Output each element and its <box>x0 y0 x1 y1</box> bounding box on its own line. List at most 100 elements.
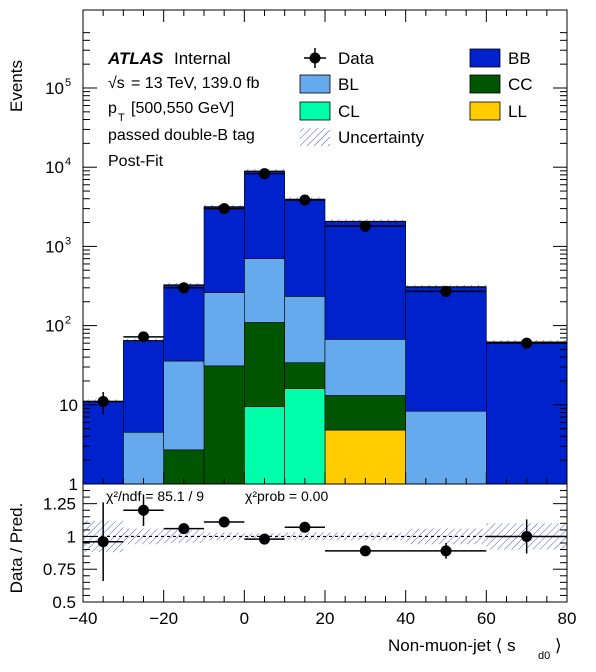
bar-cl-bin-4 <box>244 406 285 485</box>
data-points <box>83 168 567 415</box>
bar-bb-bin-0 <box>82 401 124 485</box>
legend-item-cc: CC <box>469 74 533 94</box>
data-point-7 <box>440 285 452 297</box>
legend: Data BB BL CC CL LL Uncertainty <box>299 48 533 147</box>
ratio-point-8 <box>521 530 533 542</box>
ratio-y-tick-label-3: 1.25 <box>43 495 76 514</box>
bar-cc-bin-5 <box>284 362 326 389</box>
energy-label: = 13 TeV, 139.0 fb <box>131 75 260 92</box>
bar-bl-bin-5 <box>284 296 326 364</box>
fit-label: Post-Fit <box>108 153 164 170</box>
ratio-point-3 <box>218 516 230 528</box>
bar-bl-bin-7 <box>405 410 487 485</box>
ratio-y-tick-label-2: 1 <box>67 527 76 546</box>
bar-cc-bin-6 <box>324 395 406 431</box>
xlabel-sub: d0 <box>538 650 550 662</box>
legend-label-uncertainty: Uncertainty <box>338 128 424 147</box>
bar-bb-bin-7 <box>405 286 487 412</box>
pt-range: [500,550 GeV] <box>131 100 234 117</box>
bar-bb-bin-8 <box>486 341 568 485</box>
legend-item-data: Data <box>304 48 374 68</box>
legend-label-data: Data <box>338 49 374 68</box>
ratio-point-6 <box>359 545 371 557</box>
y-tick-label-1: 10 <box>59 396 78 415</box>
stacked-histogram <box>82 169 568 485</box>
bar-bl-bin-4 <box>244 258 285 323</box>
legend-item-ll: LL <box>469 101 527 121</box>
bar-bb-bin-2 <box>163 284 205 362</box>
y-tick-exp-5: 5 <box>65 77 71 89</box>
ratio-point-7 <box>440 545 452 557</box>
ratio-band-bin-7 <box>405 528 487 545</box>
bar-ll-bin-6 <box>324 429 406 485</box>
x-tick-label-2: 0 <box>240 609 249 628</box>
bar-bl-bin-1 <box>123 431 164 485</box>
data-point-6 <box>359 220 371 232</box>
legend-item-bl: BL <box>299 74 359 94</box>
data-point-4 <box>259 168 270 180</box>
internal-label: Internal <box>174 49 231 68</box>
bar-bb-bin-4 <box>244 170 285 259</box>
bar-bb-bin-6 <box>324 221 406 340</box>
bar-cc-bin-3 <box>203 365 245 485</box>
ratio-x-axis: −40 −20 0 20 40 60 80 <box>69 590 577 628</box>
bar-bb-bin-1 <box>123 340 164 433</box>
y-tick-exp-3: 3 <box>65 235 71 247</box>
legend-swatch-ll <box>469 101 501 121</box>
y-tick-exp-2: 2 <box>65 315 71 327</box>
xlabel-main: Non-muon-jet ⟨ s <box>388 636 516 655</box>
legend-label-cc: CC <box>508 75 533 94</box>
legend-label-bb: BB <box>508 49 531 68</box>
data-point-5 <box>299 194 311 206</box>
main-ylabel: Events <box>7 60 26 112</box>
chi2-label: χ²/ndf = 85.1 / 9 <box>106 488 204 504</box>
data-point-3 <box>218 203 230 215</box>
ratio-points <box>83 494 567 582</box>
y-tick-label-5: 10 <box>45 79 64 98</box>
legend-swatch-cc <box>469 74 501 94</box>
x-tick-label-4: 40 <box>396 609 415 628</box>
bar-bl-bin-3 <box>203 292 245 367</box>
chi2prob-label: χ²prob = 0.00 <box>245 488 328 504</box>
legend-swatch-bb <box>469 48 501 68</box>
legend-hatch-swatch <box>300 128 330 146</box>
bar-bl-bin-6 <box>324 339 406 396</box>
bar-bb-bin-3 <box>203 206 245 293</box>
pt-label: p <box>108 100 117 117</box>
ratio-point-5 <box>299 521 311 533</box>
main-x-ticks <box>82 10 568 484</box>
ratio-point-1 <box>138 504 149 516</box>
legend-item-uncertainty: Uncertainty <box>300 128 424 147</box>
x-tick-label-1: −20 <box>149 609 178 628</box>
legend-swatch-bl <box>299 74 331 94</box>
legend-label-cl: CL <box>338 102 360 121</box>
ratio-band-bin-5 <box>284 532 325 541</box>
ratio-ylabel: Data / Pred. <box>7 503 26 594</box>
annotation-block: ATLAS Internal √s = 13 TeV, 139.0 fb p T… <box>107 49 260 170</box>
ratio-y-axis: 0.5 0.75 1 1.25 <box>43 483 567 612</box>
ratio-band-bin-2 <box>163 529 204 543</box>
legend-label-ll: LL <box>508 102 527 121</box>
ratio-band-bin-3 <box>204 532 245 541</box>
x-tick-label-0: −40 <box>69 609 98 628</box>
ratio-point-2 <box>178 523 190 535</box>
data-point-8 <box>521 337 533 349</box>
y-tick-label-2: 10 <box>45 317 64 336</box>
bar-cc-bin-4 <box>244 322 285 407</box>
x-axis-title: Non-muon-jet ⟨ s d0 ⟩ <box>388 636 562 662</box>
data-point-0 <box>97 396 109 408</box>
pt-sub: T <box>118 112 125 124</box>
legend-label-bl: BL <box>338 75 359 94</box>
x-tick-label-6: 80 <box>558 609 577 628</box>
y-tick-label-0: 1 <box>69 475 78 494</box>
bar-bl-bin-2 <box>163 360 205 451</box>
ratio-y-tick-label-0: 0.5 <box>52 593 76 612</box>
x-tick-label-3: 20 <box>316 609 335 628</box>
atlas-label: ATLAS <box>107 49 164 68</box>
data-point-1 <box>138 331 149 343</box>
x-tick-label-5: 60 <box>477 609 496 628</box>
ratio-point-4 <box>259 533 270 545</box>
bar-cl-bin-5 <box>284 388 326 485</box>
